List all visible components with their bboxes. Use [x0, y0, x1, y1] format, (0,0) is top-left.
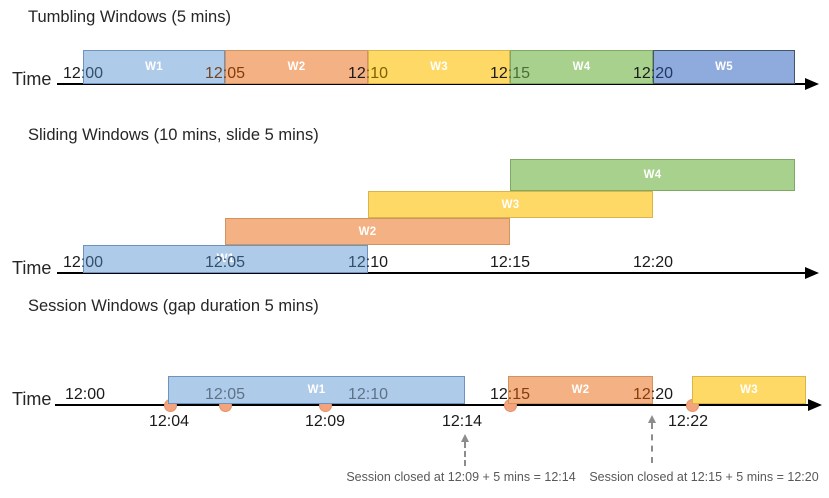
tumbling-tick-1210: 12:10 [347, 65, 389, 82]
sliding-tick-1215: 12:15 [489, 254, 531, 271]
event-time-label: 12:22 [667, 413, 709, 430]
window-label: W3 [501, 198, 520, 211]
window-label: W1 [216, 253, 235, 265]
event-time-label: 12:04 [148, 413, 190, 430]
session-timeline [55, 404, 810, 406]
sliding-timeline-arrow-icon [805, 267, 819, 279]
sliding-window-w2: W2 [225, 218, 510, 245]
sliding-window-w1: W1 [83, 245, 368, 273]
window-label: W3 [740, 384, 758, 396]
tumbling-window-w5: W5 [653, 50, 795, 84]
sliding-timeline [57, 272, 807, 274]
sliding-tick-1205: 12:05 [204, 254, 246, 271]
sliding-tick-1220: 12:20 [632, 254, 674, 271]
session-tick-1210: 12:10 [347, 386, 389, 403]
window-label: W2 [358, 225, 377, 238]
window-close-time-label: 12:14 [441, 413, 483, 430]
session-window-w2: W2 [508, 376, 653, 404]
tumbling-tick-1215: 12:15 [489, 65, 531, 82]
session-tick-1220: 12:20 [632, 386, 674, 403]
window-label: W5 [715, 61, 733, 73]
session-time-label: Time [12, 389, 52, 409]
session-closed-annotation: Session closed at 12:09 + 5 mins = 12:14 [346, 470, 576, 484]
tumbling-window-w2: W2 [225, 50, 368, 84]
window-label: W3 [430, 61, 448, 73]
tumbling-tick-1200: 12:00 [62, 65, 104, 82]
session-tick-1200: 12:00 [64, 386, 106, 403]
sliding-window-w3: W3 [368, 191, 653, 218]
tumbling-tick-1220: 12:20 [632, 65, 674, 82]
tumbling-window-w3: W3 [368, 50, 510, 84]
tumbling-timeline-arrow-icon [805, 78, 819, 90]
tumbling-timeline [57, 83, 807, 85]
session-window-w3: W3 [692, 376, 806, 404]
event-time-label: 12:09 [304, 413, 346, 430]
window-label: W1 [307, 384, 326, 396]
tumbling-time-label: Time [12, 69, 52, 89]
sliding-tick-1200: 12:00 [62, 254, 104, 271]
tumbling-window-w1: W1 [83, 50, 225, 84]
sliding-time-label: Time [12, 258, 52, 278]
window-label: W2 [287, 61, 306, 73]
dashed-up-arrow-icon [461, 434, 469, 466]
sliding-title: Sliding Windows (10 mins, slide 5 mins) [28, 126, 319, 144]
window-label: W2 [571, 384, 590, 396]
window-label: W4 [643, 169, 662, 181]
tumbling-title: Tumbling Windows (5 mins) [28, 8, 231, 26]
dashed-up-arrow-icon [648, 415, 656, 463]
sliding-tick-1210: 12:10 [347, 254, 389, 271]
window-label: W4 [572, 61, 591, 73]
session-tick-1215: 12:15 [489, 386, 531, 403]
session-window-w1: W1 [168, 376, 465, 404]
tumbling-tick-1205: 12:05 [204, 65, 246, 82]
session-timeline-arrow-icon [808, 399, 822, 411]
sliding-window-w4: W4 [510, 159, 795, 191]
session-tick-1205: 12:05 [204, 386, 246, 403]
tumbling-window-w4: W4 [510, 50, 653, 84]
session-closed-annotation: Session closed at 12:15 + 5 mins = 12:20 [589, 470, 819, 484]
window-label: W1 [145, 61, 163, 73]
session-title: Session Windows (gap duration 5 mins) [28, 297, 319, 315]
